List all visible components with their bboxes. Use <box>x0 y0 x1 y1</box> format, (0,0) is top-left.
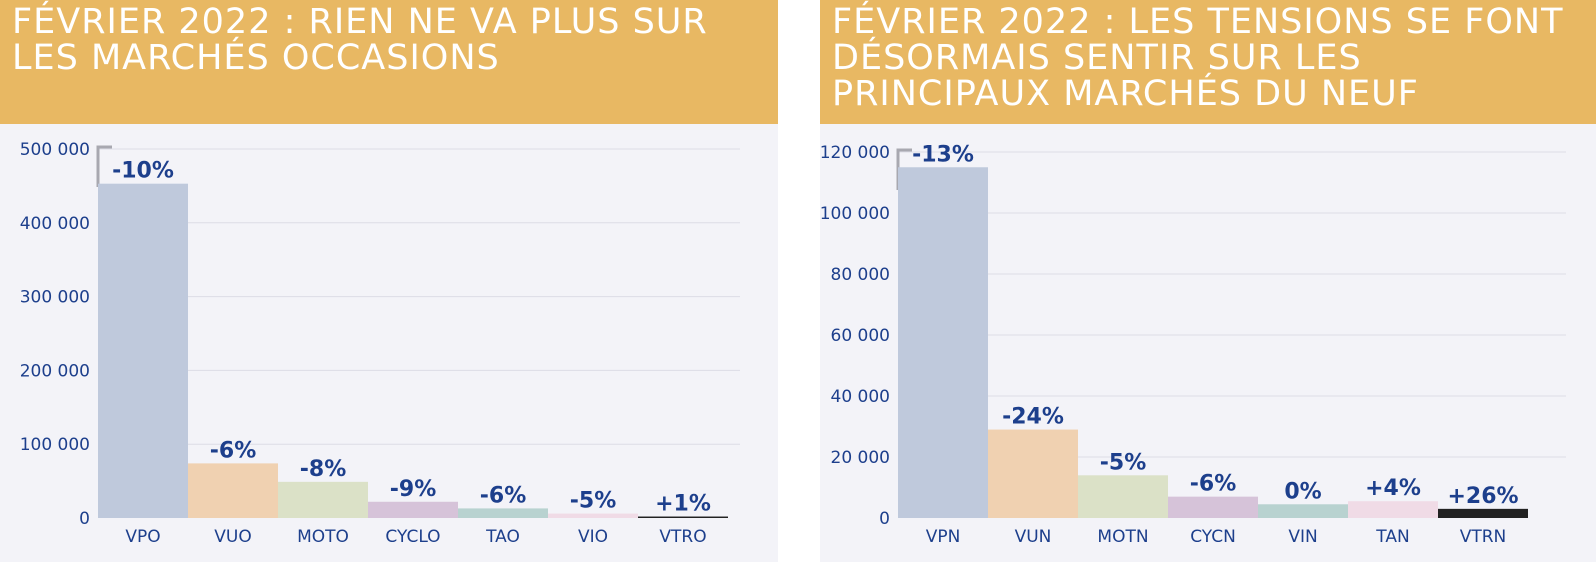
bar <box>1168 496 1258 518</box>
data-label: -5% <box>570 489 616 514</box>
data-label: 0% <box>1284 479 1321 504</box>
bar <box>188 463 278 518</box>
bar-chart-used: 0 100 000 200 000 300 000 400 000 500 000 -10%… <box>20 140 740 547</box>
y-tick-label: 100 000 <box>820 204 890 224</box>
data-label: -9% <box>390 477 436 502</box>
data-label: +4% <box>1365 476 1421 501</box>
bar <box>98 183 188 518</box>
bar <box>1438 508 1528 518</box>
chart-title: FÉVRIER 2022 : LES TENSIONS SE FONT DÉSO… <box>832 2 1564 114</box>
bar <box>1078 475 1168 518</box>
y-tick-label: 300 000 <box>20 288 90 308</box>
data-label: -6% <box>480 483 526 508</box>
y-tick-label: 40 000 <box>831 387 890 407</box>
chart-panel-new-markets: FÉVRIER 2022 : LES TENSIONS SE FONT DÉSO… <box>820 0 1596 562</box>
bar <box>988 429 1078 518</box>
y-tick-label: 80 000 <box>831 265 890 285</box>
chart-title: FÉVRIER 2022 : RIEN NE VA PLUS SUR LES M… <box>12 2 708 78</box>
category-label: CYCLO <box>385 527 440 547</box>
data-label: +26% <box>1447 484 1518 509</box>
y-tick-label: 0 <box>79 509 90 529</box>
data-label: -8% <box>300 457 346 482</box>
y-tick-label: 200 000 <box>20 361 90 381</box>
category-label: VPN <box>926 527 961 547</box>
y-tick-label: 60 000 <box>831 326 890 346</box>
y-tick-label: 20 000 <box>831 448 890 468</box>
bar <box>278 481 368 518</box>
bar <box>1258 504 1348 518</box>
chart-title-band: FÉVRIER 2022 : LES TENSIONS SE FONT DÉSO… <box>820 0 1596 124</box>
data-label: -13% <box>912 142 974 167</box>
bar <box>1348 501 1438 518</box>
y-tick-label: 500 000 <box>20 140 90 160</box>
bar <box>638 516 728 518</box>
data-label: -10% <box>112 159 174 184</box>
data-label: -5% <box>1100 450 1146 475</box>
bar-chart-new: 0 20 000 40 000 60 000 80 000 100 000 120 000 -… <box>820 142 1566 547</box>
chart-panel-used-markets: FÉVRIER 2022 : RIEN NE VA PLUS SUR LES M… <box>0 0 778 562</box>
data-label: -24% <box>1002 405 1064 430</box>
data-label: +1% <box>655 492 711 517</box>
bar <box>548 513 638 518</box>
category-label: VIN <box>1288 527 1317 547</box>
bar <box>898 167 988 518</box>
chart-plot-area: 0 100 000 200 000 300 000 400 000 500 000 -10%… <box>0 124 778 562</box>
category-label: VTRN <box>1460 527 1507 547</box>
category-label: VIO <box>578 527 608 547</box>
axis-bracket <box>96 145 112 187</box>
category-label: CYCN <box>1190 527 1236 547</box>
category-label: MOTN <box>1097 527 1148 547</box>
y-tick-label: 120 000 <box>820 143 890 163</box>
y-tick-label: 400 000 <box>20 214 90 234</box>
data-label: -6% <box>1190 472 1236 497</box>
y-tick-label: 100 000 <box>20 435 90 455</box>
category-label: MOTO <box>297 527 349 547</box>
bar <box>458 508 548 518</box>
data-label: -6% <box>210 438 256 463</box>
category-label: TAO <box>485 527 520 547</box>
category-label: VUO <box>214 527 251 547</box>
category-label: TAN <box>1375 527 1409 547</box>
category-label: VTRO <box>659 527 706 547</box>
y-tick-label: 0 <box>879 509 890 529</box>
category-label: VPO <box>125 527 160 547</box>
chart-title-band: FÉVRIER 2022 : RIEN NE VA PLUS SUR LES M… <box>0 0 778 124</box>
category-label: VUN <box>1015 527 1052 547</box>
chart-plot-area: 0 20 000 40 000 60 000 80 000 100 000 120 000 -… <box>820 124 1596 562</box>
bar <box>368 501 458 518</box>
